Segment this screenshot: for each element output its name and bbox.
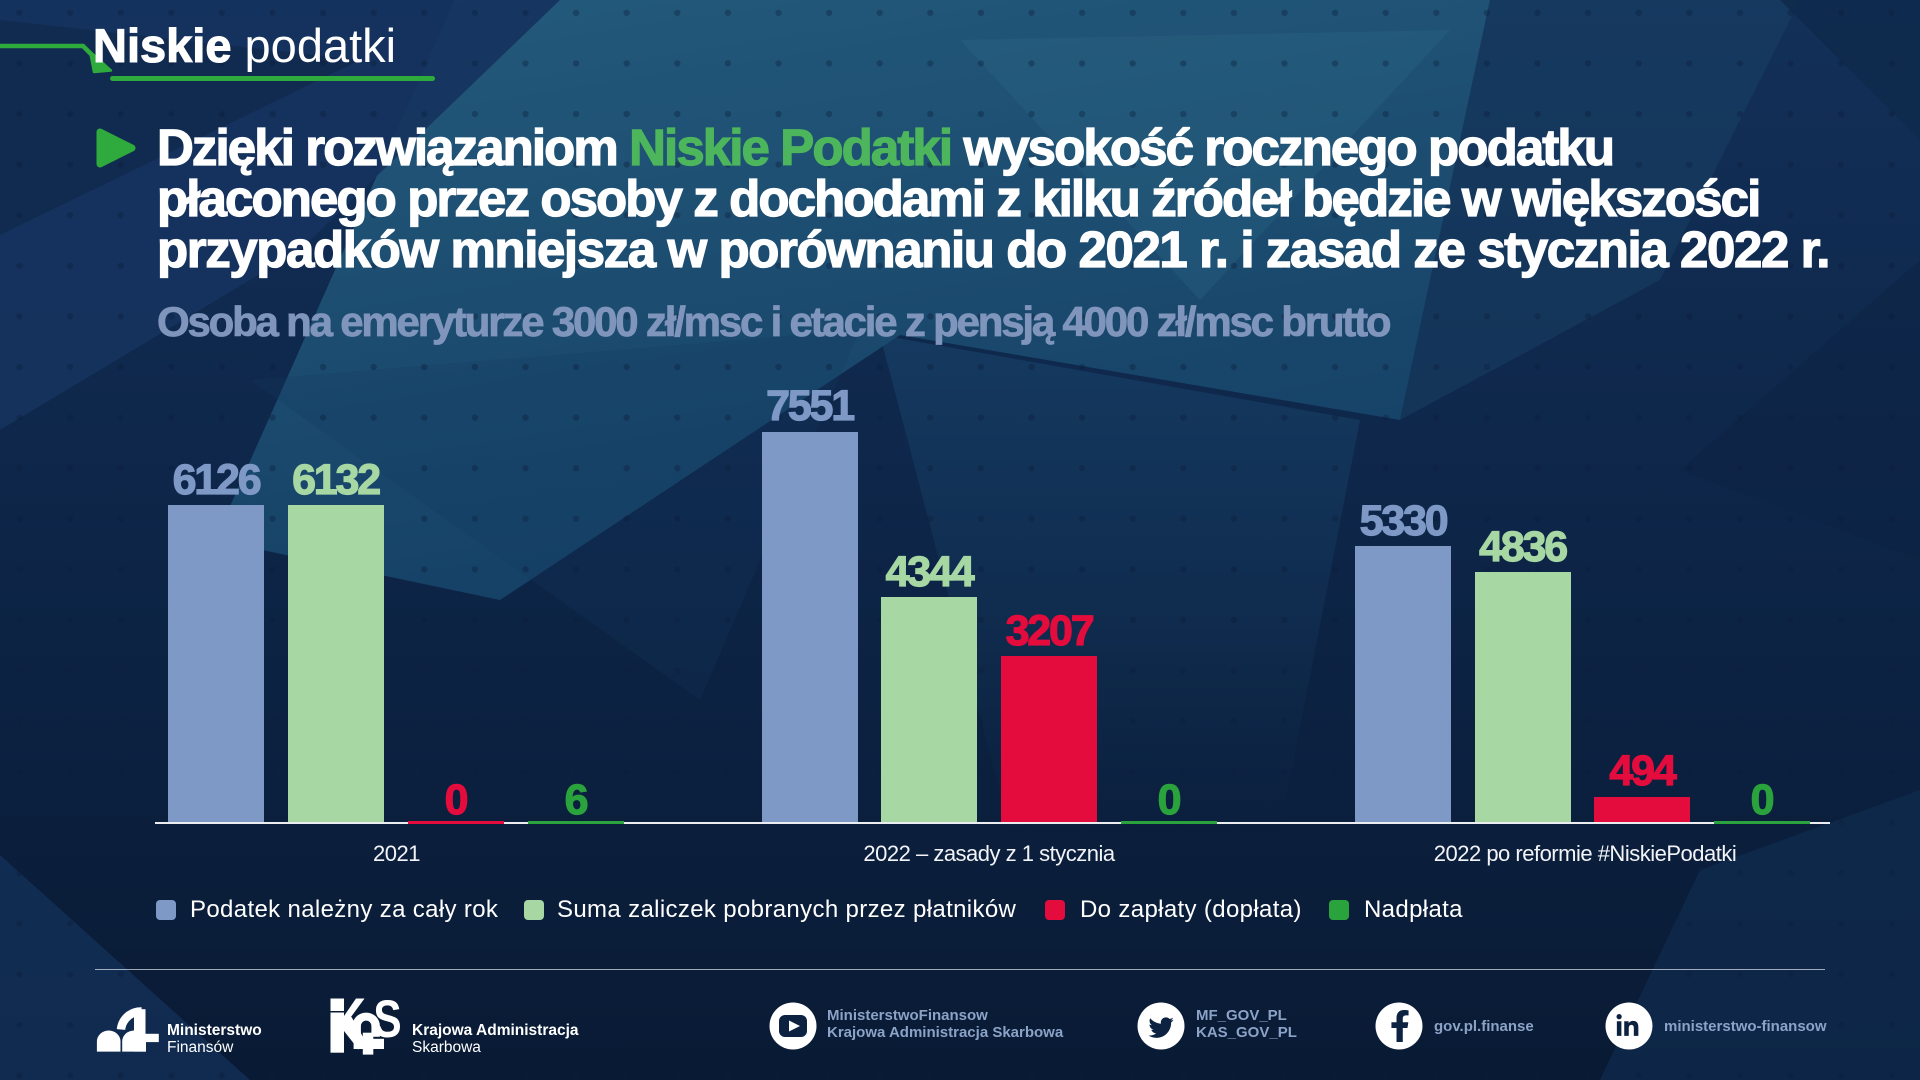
svg-text:S: S [373,991,401,1050]
